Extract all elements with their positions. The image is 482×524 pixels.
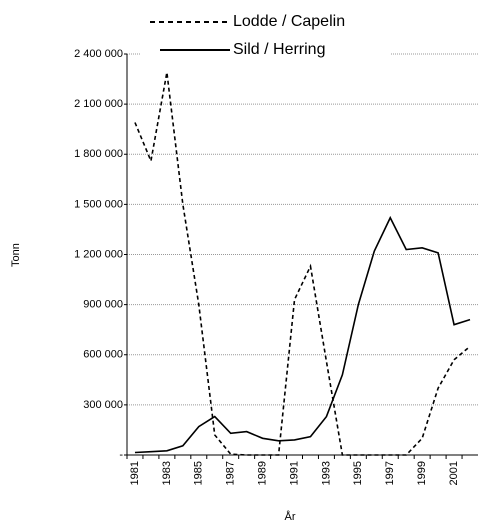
x-tick-label: 1989 (257, 461, 269, 485)
x-tick-label: 1999 (416, 461, 428, 485)
x-tick-label: 1995 (352, 461, 364, 485)
y-axis-label: Tonn (10, 243, 22, 267)
legend-label: Lodde / Capelin (233, 13, 345, 30)
y-tick-label: 2 100 000 (74, 98, 123, 110)
x-tick-label: 1991 (288, 461, 300, 485)
x-tick-label: 2001 (448, 461, 460, 485)
legend-box (140, 6, 390, 68)
x-tick-label: 1993 (320, 461, 332, 485)
x-tick-label: 1981 (129, 461, 141, 485)
y-tick-label: 1 800 000 (74, 148, 123, 160)
x-tick-label: 1983 (161, 461, 173, 485)
y-tick-label: 300 000 (83, 399, 123, 411)
x-tick-label: 1987 (225, 461, 237, 485)
y-tick-label: 900 000 (83, 299, 123, 311)
y-tick-label: 600 000 (83, 349, 123, 361)
series-line (134, 215, 471, 454)
series-line (134, 72, 471, 456)
x-axis-label: År (285, 510, 296, 523)
x-tick-label: 1985 (193, 461, 205, 485)
y-tick-label: 1 500 000 (74, 198, 123, 210)
x-tick-label: 1997 (384, 461, 396, 485)
legend-label: Sild / Herring (233, 41, 325, 58)
y-tick-label: 1 200 000 (74, 248, 123, 260)
y-tick-label: 2 400 000 (74, 48, 123, 60)
y-tick-label: - (119, 449, 123, 461)
